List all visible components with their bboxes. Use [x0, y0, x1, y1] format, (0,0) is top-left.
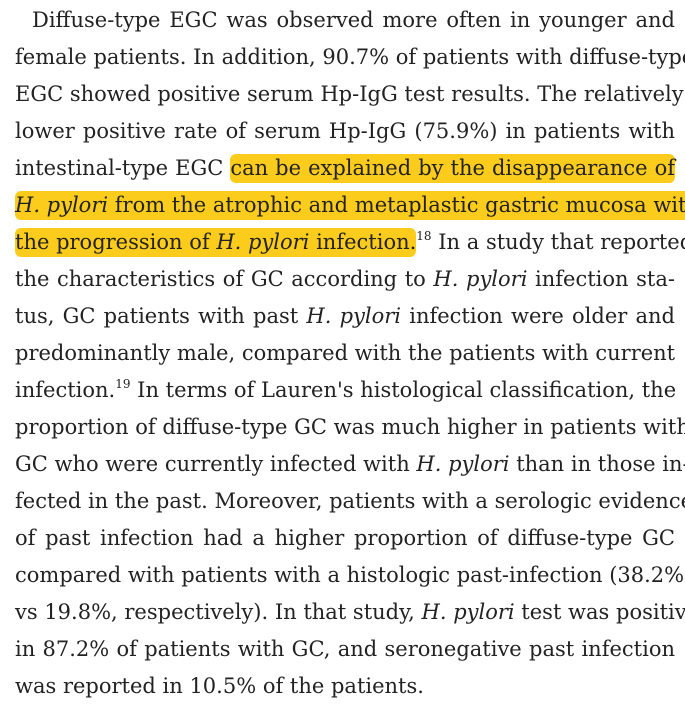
line-text: infection. [15, 378, 116, 402]
text-line: in 87.2% of patients with GC, and serone… [15, 631, 675, 668]
line-text: In a study that reported [431, 230, 685, 254]
line-text: female patients. In addition, 90.7% of p… [15, 45, 685, 69]
line-text: GC who were currently infected with [15, 452, 417, 476]
line-text: in 87.2% of patients with GC, and serone… [15, 637, 675, 661]
line-text: compared with patients with a histologic… [15, 563, 685, 587]
line-text: of past infection had a higher proportio… [15, 526, 675, 550]
text-line: female patients. In addition, 90.7% of p… [15, 39, 685, 76]
highlighted-text[interactable]: H. pylori from the atrophic and metaplas… [15, 191, 685, 220]
citation-ref[interactable]: 18 [416, 229, 432, 243]
line-text: proportion of diffuse-type GC was much h… [15, 415, 685, 439]
text-line: of past infection had a higher proportio… [15, 520, 675, 557]
text-line: H. pylori from the atrophic and metaplas… [15, 187, 685, 224]
text-line: proportion of diffuse-type GC was much h… [15, 409, 685, 446]
line-text: In terms of Lauren's histological classi… [130, 378, 677, 402]
text-line: vs 19.8%, respectively). In that study, … [15, 594, 685, 631]
text-line: infection.19 In terms of Lauren's histol… [15, 372, 677, 409]
line-text: infection. [309, 230, 417, 254]
text-line: was reported in 10.5% of the patients. [15, 668, 675, 705]
species-name: H. pylori [416, 452, 510, 476]
line-text: test was positive [514, 600, 685, 624]
citation-ref[interactable]: 19 [115, 377, 131, 391]
line-text: predominantly male, compared with the pa… [15, 341, 676, 365]
highlighted-text[interactable]: the progression of H. pylori infection. [15, 228, 417, 257]
line-text: intestinal-type EGC [15, 156, 231, 180]
text-line: EGC showed positive serum Hp-IgG test re… [15, 76, 684, 113]
species-name: H. pylori [433, 267, 528, 291]
text-line: Diffuse-type EGC was observed more often… [15, 2, 675, 39]
highlighted-text[interactable]: can be explained by the disappearance of [230, 154, 675, 183]
line-text: from the atrophic and metaplastic gastri… [108, 193, 685, 217]
line-text: the characteristics of GC according to [15, 267, 434, 291]
line-text: lower positive rate of serum Hp-IgG (75.… [15, 119, 675, 143]
line-text: EGC showed positive serum Hp-IgG test re… [15, 82, 684, 106]
line-text: was reported in 10.5% of the patients. [15, 674, 424, 698]
line-text: tus, GC patients with past [15, 304, 307, 328]
line-text: than in those in- [509, 452, 685, 476]
line-text: Diffuse-type EGC was observed more often… [32, 8, 675, 32]
line-text: infection were older and [401, 304, 675, 328]
line-text: fected in the past. Moreover, patients w… [15, 489, 685, 513]
text-line: lower positive rate of serum Hp-IgG (75.… [15, 113, 675, 150]
text-line: GC who were currently infected with H. p… [15, 446, 685, 483]
species-name: H. pylori [15, 193, 109, 217]
text-line: predominantly male, compared with the pa… [15, 335, 675, 372]
species-name: H. pylori [306, 304, 402, 328]
species-name: H. pylori [421, 600, 515, 624]
text-line: the progression of H. pylori infection.1… [15, 224, 685, 261]
species-name: H. pylori [216, 230, 310, 254]
text-line: fected in the past. Moreover, patients w… [15, 483, 685, 520]
text-line: the characteristics of GC according to H… [15, 261, 675, 298]
line-text: the progression of [15, 230, 217, 254]
text-line: intestinal-type EGC can be explained by … [15, 150, 675, 187]
text-line: compared with patients with a histologic… [15, 557, 684, 594]
line-text: vs 19.8%, respectively). In that study, [15, 600, 422, 624]
text-line: tus, GC patients with past H. pylori inf… [15, 298, 675, 335]
line-text: infection sta- [527, 267, 675, 291]
